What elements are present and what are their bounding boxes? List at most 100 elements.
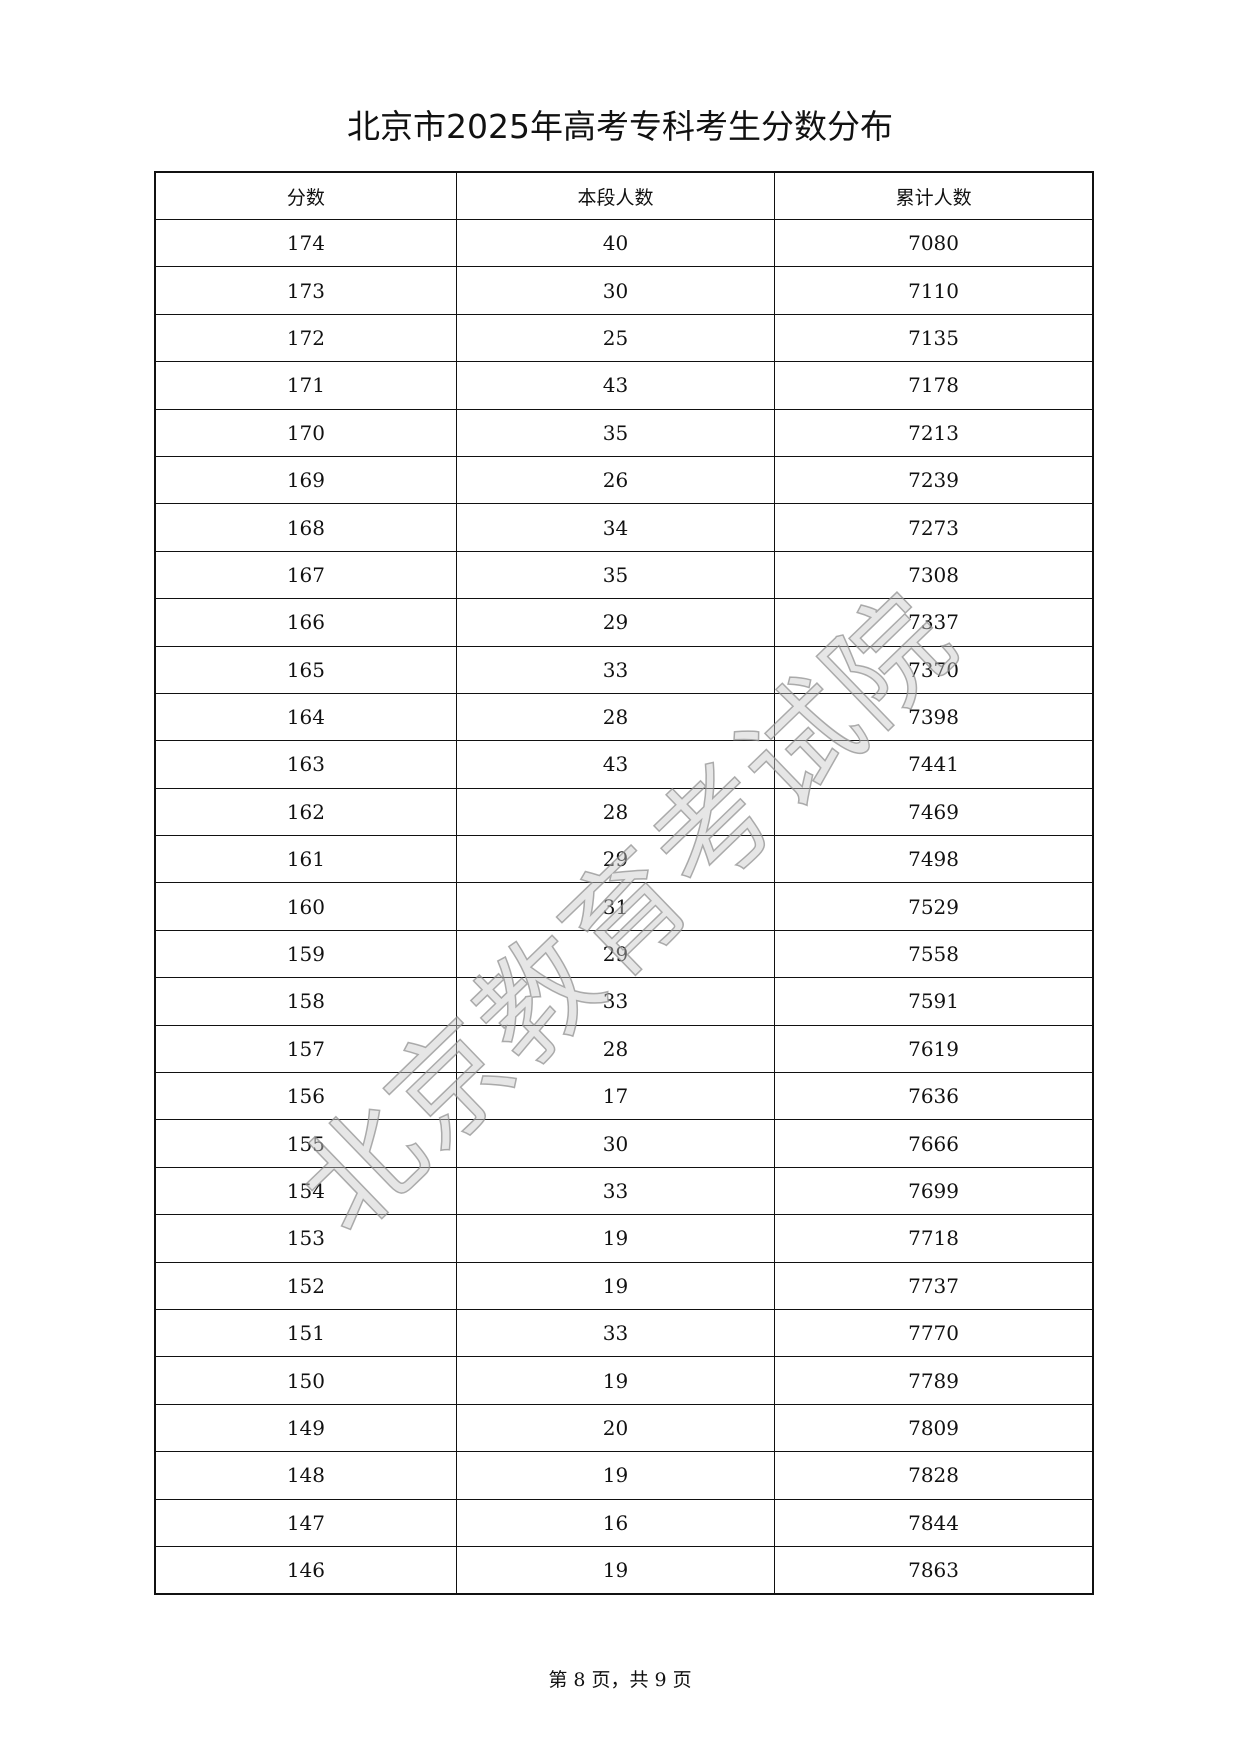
cell-score: 159 xyxy=(154,929,457,979)
cell-segment-count: 20 xyxy=(455,1403,776,1453)
cell-segment-count: 30 xyxy=(455,1119,776,1168)
cell-score: 168 xyxy=(154,503,457,552)
header-segment-count: 本段人数 xyxy=(455,171,776,220)
cell-score: 161 xyxy=(154,835,457,884)
page-title: 北京市2025年高考专科考生分数分布 xyxy=(347,107,893,146)
cell-segment-count: 33 xyxy=(455,977,776,1026)
cell-segment-count: 40 xyxy=(455,218,776,268)
cell-segment-count: 26 xyxy=(455,455,776,505)
cell-score: 151 xyxy=(154,1308,457,1358)
cell-segment-count: 19 xyxy=(455,1545,776,1595)
cell-segment-count: 34 xyxy=(455,503,776,552)
table-row: 156 17 7636 xyxy=(154,1072,1094,1121)
table-row: 155 30 7666 xyxy=(154,1119,1094,1168)
cell-cumulative-count: 7636 xyxy=(774,1072,1094,1121)
cell-score: 146 xyxy=(154,1545,457,1595)
table-row: 150 19 7789 xyxy=(154,1356,1094,1405)
cell-segment-count: 30 xyxy=(455,266,776,315)
table-row: 168 34 7273 xyxy=(154,503,1094,552)
cell-cumulative-count: 7239 xyxy=(774,455,1094,505)
table-row: 174 40 7080 xyxy=(154,218,1094,268)
cell-segment-count: 19 xyxy=(455,1261,776,1310)
cell-cumulative-count: 7737 xyxy=(774,1261,1094,1310)
cell-score: 157 xyxy=(154,1024,457,1074)
cell-cumulative-count: 7080 xyxy=(774,218,1094,268)
cell-segment-count: 28 xyxy=(455,692,776,742)
page-footer: 第 8 页，共 9 页 xyxy=(548,1669,692,1691)
cell-cumulative-count: 7178 xyxy=(774,361,1094,410)
cell-segment-count: 31 xyxy=(455,882,776,931)
cell-score: 174 xyxy=(154,218,457,268)
table-row: 163 43 7441 xyxy=(154,740,1094,789)
cell-score: 148 xyxy=(154,1451,457,1500)
table-row: 152 19 7737 xyxy=(154,1261,1094,1310)
cell-score: 162 xyxy=(154,787,457,837)
cell-segment-count: 29 xyxy=(455,598,776,647)
cell-score: 169 xyxy=(154,455,457,505)
cell-cumulative-count: 7619 xyxy=(774,1024,1094,1074)
cell-score: 166 xyxy=(154,598,457,647)
cell-cumulative-count: 7666 xyxy=(774,1119,1094,1168)
cell-cumulative-count: 7110 xyxy=(774,266,1094,315)
cell-cumulative-count: 7863 xyxy=(774,1545,1094,1595)
cell-cumulative-count: 7591 xyxy=(774,977,1094,1026)
cell-segment-count: 33 xyxy=(455,1308,776,1358)
cell-score: 152 xyxy=(154,1261,457,1310)
cell-score: 150 xyxy=(154,1356,457,1405)
cell-segment-count: 43 xyxy=(455,361,776,410)
cell-score: 160 xyxy=(154,882,457,931)
cell-segment-count: 28 xyxy=(455,787,776,837)
cell-segment-count: 35 xyxy=(455,550,776,600)
cell-score: 149 xyxy=(154,1403,457,1453)
header-cumulative-count: 累计人数 xyxy=(774,171,1094,220)
cell-score: 167 xyxy=(154,550,457,600)
table-row: 157 28 7619 xyxy=(154,1024,1094,1074)
table-row: 160 31 7529 xyxy=(154,882,1094,931)
cell-segment-count: 29 xyxy=(455,929,776,979)
table-row: 162 28 7469 xyxy=(154,787,1094,837)
cell-score: 163 xyxy=(154,740,457,789)
table-row: 151 33 7770 xyxy=(154,1308,1094,1358)
cell-cumulative-count: 7809 xyxy=(774,1403,1094,1453)
cell-score: 171 xyxy=(154,361,457,410)
cell-cumulative-count: 7789 xyxy=(774,1356,1094,1405)
cell-cumulative-count: 7273 xyxy=(774,503,1094,552)
cell-cumulative-count: 7828 xyxy=(774,1451,1094,1500)
table-row: 153 19 7718 xyxy=(154,1214,1094,1263)
cell-cumulative-count: 7558 xyxy=(774,929,1094,979)
cell-cumulative-count: 7718 xyxy=(774,1214,1094,1263)
cell-score: 170 xyxy=(154,408,457,457)
table-row: 154 33 7699 xyxy=(154,1166,1094,1216)
cell-segment-count: 17 xyxy=(455,1072,776,1121)
table-row: 166 29 7337 xyxy=(154,598,1094,647)
cell-cumulative-count: 7844 xyxy=(774,1498,1094,1547)
cell-cumulative-count: 7770 xyxy=(774,1308,1094,1358)
cell-segment-count: 25 xyxy=(455,313,776,363)
cell-cumulative-count: 7398 xyxy=(774,692,1094,742)
table-row: 147 16 7844 xyxy=(154,1498,1094,1547)
cell-score: 155 xyxy=(154,1119,457,1168)
cell-score: 173 xyxy=(154,266,457,315)
cell-score: 165 xyxy=(154,645,457,694)
table-row: 172 25 7135 xyxy=(154,313,1094,363)
cell-segment-count: 16 xyxy=(455,1498,776,1547)
cell-cumulative-count: 7213 xyxy=(774,408,1094,457)
cell-segment-count: 43 xyxy=(455,740,776,789)
table-row: 158 33 7591 xyxy=(154,977,1094,1026)
cell-cumulative-count: 7441 xyxy=(774,740,1094,789)
table-header-row: 分数 本段人数 累计人数 xyxy=(154,171,1094,220)
cell-cumulative-count: 7529 xyxy=(774,882,1094,931)
table-row: 159 29 7558 xyxy=(154,929,1094,979)
cell-cumulative-count: 7337 xyxy=(774,598,1094,647)
header-score: 分数 xyxy=(154,171,457,220)
cell-cumulative-count: 7469 xyxy=(774,787,1094,837)
table-row: 170 35 7213 xyxy=(154,408,1094,457)
table-row: 164 28 7398 xyxy=(154,692,1094,742)
table-row: 148 19 7828 xyxy=(154,1451,1094,1500)
table-row: 169 26 7239 xyxy=(154,455,1094,505)
cell-segment-count: 33 xyxy=(455,645,776,694)
cell-cumulative-count: 7370 xyxy=(774,645,1094,694)
cell-cumulative-count: 7699 xyxy=(774,1166,1094,1216)
cell-score: 154 xyxy=(154,1166,457,1216)
cell-segment-count: 19 xyxy=(455,1356,776,1405)
